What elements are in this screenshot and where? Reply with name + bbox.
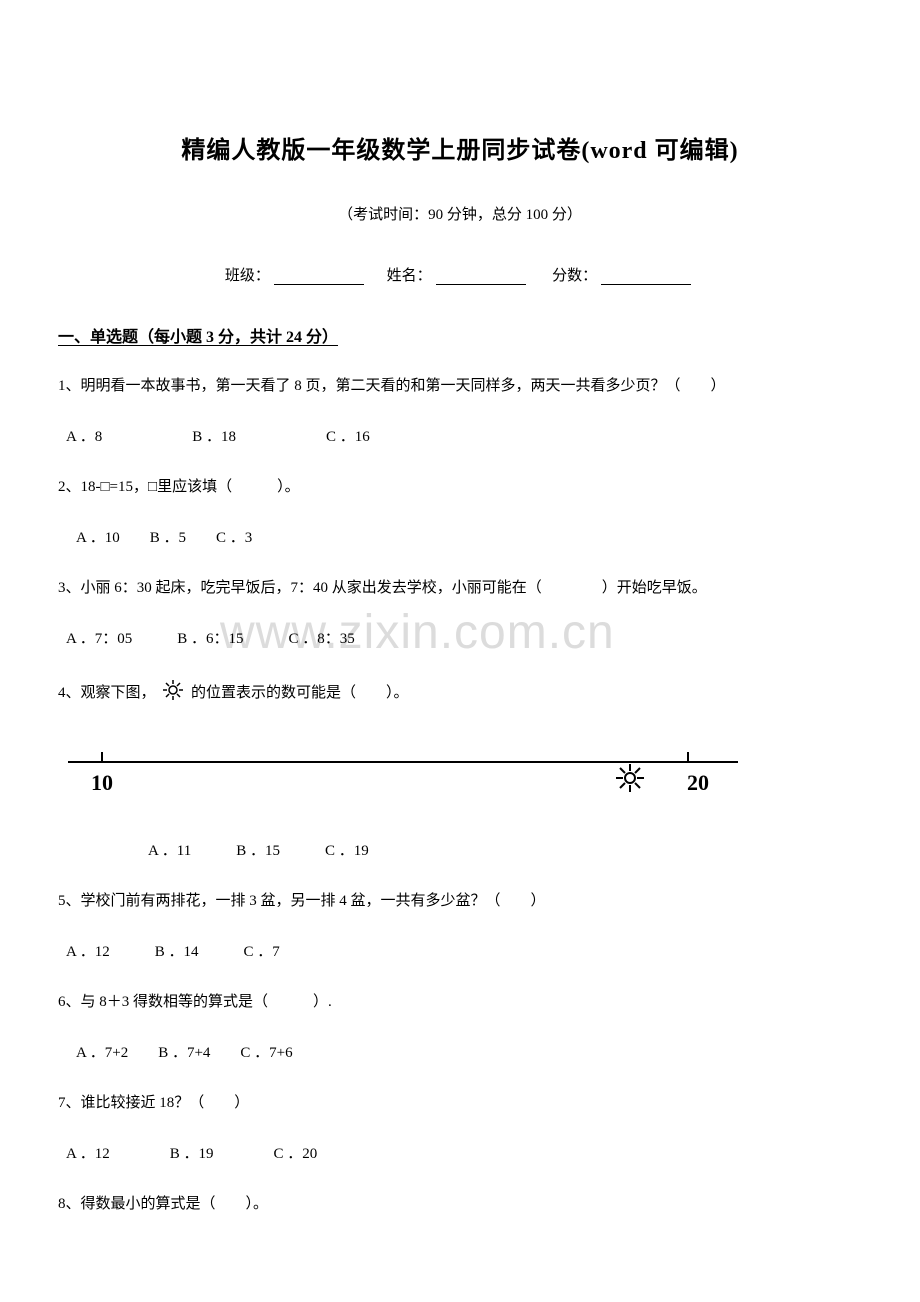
question-2: 2、18-□=15，□里应该填（ ）。 — [58, 476, 862, 499]
question-5: 5、学校门前有两排花，一排 3 盆，另一排 4 盆，一共有多少盆？（ ） — [58, 890, 862, 913]
question-3-options: A ．7：05 B ．6：15 C ．8：35 — [58, 628, 862, 651]
number-line-diagram: 10 20 — [58, 742, 748, 812]
page-title: 精编人教版一年级数学上册同步试卷(word 可编辑) — [58, 130, 862, 165]
question-4: 4、观察下图， 的位置表示的数可能是（ ）。 — [58, 678, 862, 710]
class-label: 班级： — [225, 268, 270, 284]
question-7: 7、谁比较接近 18？（ ） — [58, 1092, 862, 1115]
question-4-text-before: 4、观察下图， — [58, 685, 156, 701]
score-blank — [601, 271, 691, 285]
student-info-row: 班级： 姓名： 分数： — [58, 264, 862, 285]
question-1-options: A ．8 B ．18 C ．16 — [58, 426, 862, 449]
class-blank — [274, 271, 364, 285]
question-3: 3、小丽 6：30 起床，吃完早饭后，7：40 从家出发去学校，小丽可能在（ ）… — [58, 577, 862, 600]
question-8: 8、得数最小的算式是（ ）。 — [58, 1193, 862, 1216]
numberline-left-label: 10 — [91, 770, 113, 795]
section-1-header: 一、单选题（每小题 3 分，共计 24 分） — [58, 323, 862, 347]
question-6: 6、与 8＋3 得数相等的算式是（ ）. — [58, 991, 862, 1014]
question-7-options: A ．12 B ．19 C ．20 — [58, 1143, 862, 1166]
document-content: 精编人教版一年级数学上册同步试卷(word 可编辑) （考试时间：90 分钟，总… — [58, 130, 862, 1216]
question-1: 1、明明看一本故事书，第一天看了 8 页，第二天看的和第一天同样多，两天一共看多… — [58, 375, 862, 398]
exam-info: （考试时间：90 分钟，总分 100 分） — [58, 203, 862, 224]
name-label: 姓名： — [387, 268, 432, 284]
numberline-right-label: 20 — [687, 770, 709, 795]
question-4-options: A ．11 B ．15 C ．19 — [58, 840, 862, 863]
sun-icon — [161, 678, 185, 710]
score-label: 分数： — [552, 268, 597, 284]
star-marker-icon — [616, 764, 644, 792]
question-4-text-after: 的位置表示的数可能是（ ）。 — [191, 685, 409, 701]
question-6-options: A ．7+2 B ．7+4 C ．7+6 — [58, 1042, 862, 1065]
name-blank — [436, 271, 526, 285]
question-2-options: A ．10 B ．5 C ．3 — [58, 527, 862, 550]
question-5-options: A ．12 B ．14 C ．7 — [58, 941, 862, 964]
